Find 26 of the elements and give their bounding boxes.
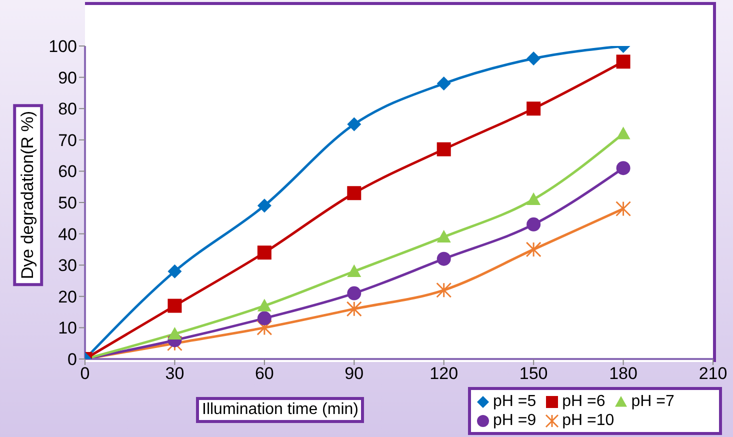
y-tick-label: 90 [58, 68, 77, 88]
y-tick-label: 80 [58, 100, 77, 119]
y-tick-label: 0 [68, 350, 77, 370]
y-tick-label: 20 [58, 287, 77, 306]
x-tick-label: 0 [80, 364, 90, 384]
y-tick-label: 10 [58, 318, 77, 338]
y-tick-label: 100 [48, 37, 77, 56]
x-tick-label: 150 [519, 364, 548, 384]
y-tick-label: 60 [58, 162, 77, 182]
y-axis-title: Dye degradation(R %) [13, 104, 44, 286]
y-tick-label: 30 [58, 256, 77, 276]
x-tick-label: 210 [698, 364, 728, 384]
y-tick-label: 70 [58, 130, 77, 150]
x-tick-label: 30 [165, 364, 184, 384]
legend-label: pH =5 [493, 392, 536, 411]
legend-label: pH =10 [562, 411, 614, 430]
x-tick-label: 60 [254, 364, 274, 384]
legend-label: pH =6 [562, 392, 606, 411]
x-tick-label: 180 [609, 364, 638, 384]
legend-label: pH =9 [493, 411, 536, 430]
x-axis-title: Illumination time (min) [196, 397, 364, 423]
x-tick-label: 120 [430, 364, 458, 384]
y-tick-label: 40 [58, 224, 77, 244]
y-tick-label: 50 [58, 194, 77, 213]
legend-label: pH =7 [631, 392, 674, 411]
x-tick-label: 90 [344, 364, 364, 384]
